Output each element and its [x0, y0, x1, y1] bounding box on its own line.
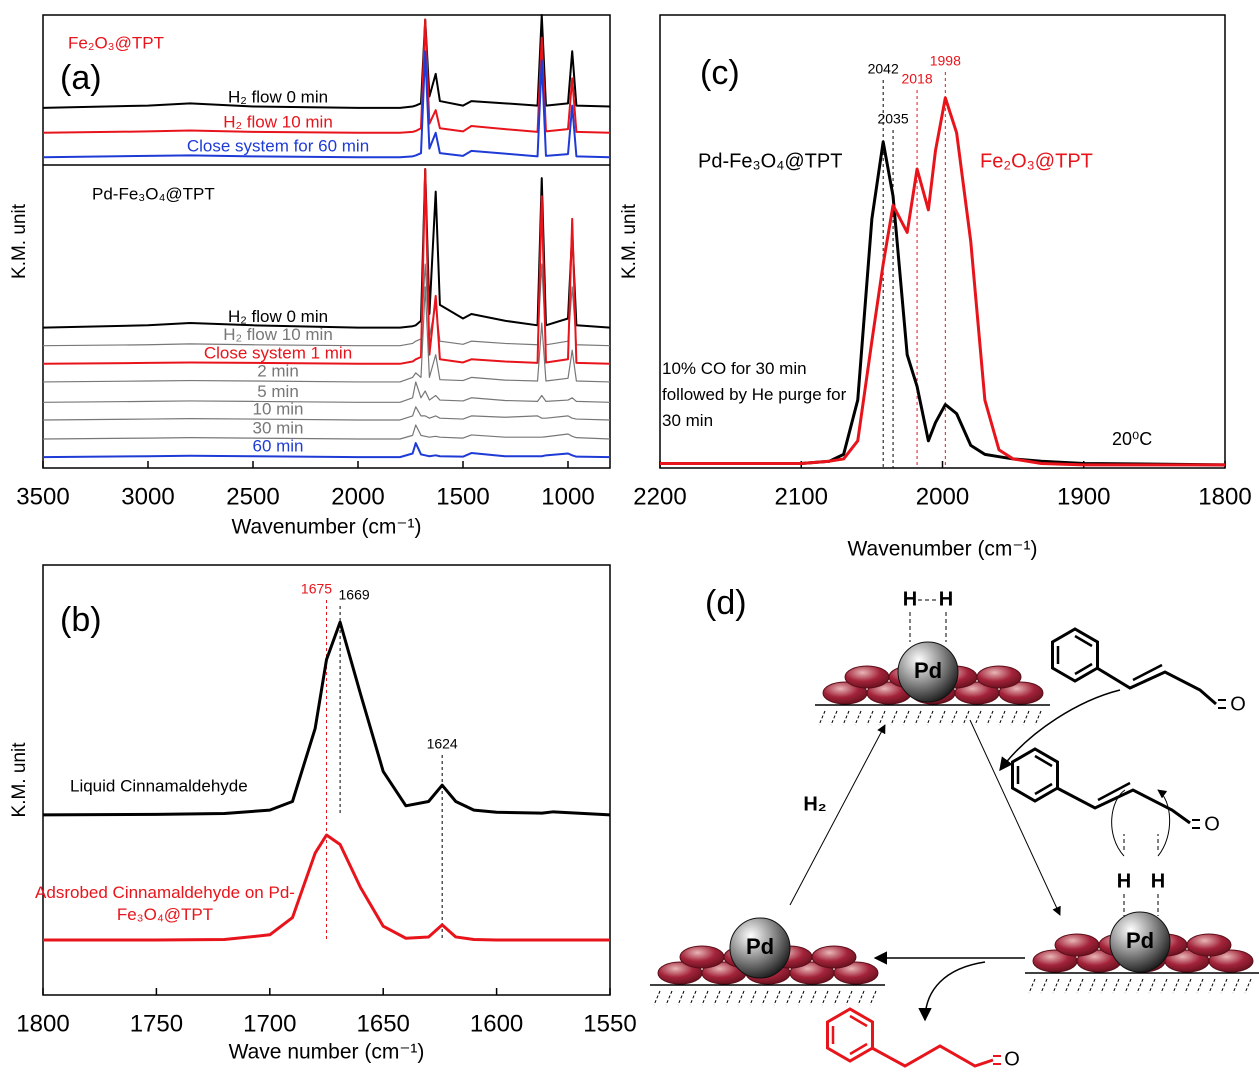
h-bond [909, 599, 947, 642]
h-atom: H [1117, 870, 1131, 892]
annotation: Pd-Fe₃O₄@TPT [92, 184, 215, 203]
x-tick-label: 3000 [121, 483, 174, 510]
x-tick-label: 2000 [331, 483, 384, 510]
oxygen: O [1230, 693, 1246, 715]
pd-particle [897, 641, 959, 703]
annotation: Fe₂O₃@TPT [68, 33, 164, 52]
peak-label: 2018 [901, 71, 932, 87]
spectrum-line [42, 168, 611, 365]
x-tick-label: 2000 [916, 483, 969, 510]
spectrum-line [42, 286, 611, 383]
series-label: Fe₂O₃@TPT [980, 150, 1093, 172]
x-tick-label: 1550 [583, 1010, 636, 1037]
h-bond [1123, 834, 1159, 916]
panel-label: (b) [60, 601, 102, 639]
spectrum-line [660, 140, 1226, 467]
x-tick-label: 1650 [357, 1010, 410, 1037]
peak-label: 1624 [427, 736, 458, 752]
hydrocinnamaldehyde [826, 1007, 1001, 1068]
pd-label: Pd [746, 934, 774, 959]
y-axis-label: K.M. unit [9, 742, 30, 818]
x-axis-label: Wavenumber (cm⁻¹) [848, 538, 1038, 561]
x-axis-label: Wave number (cm⁻¹) [229, 1041, 425, 1064]
arrow [999, 689, 1121, 772]
x-tick-label: 3500 [16, 483, 69, 510]
plot-frame [42, 14, 611, 469]
oxygen: O [1004, 1048, 1020, 1070]
x-tick-label: 1600 [470, 1010, 523, 1037]
series-label: H₂ flow 0 min [228, 87, 328, 106]
arrow [789, 724, 886, 906]
x-tick-label: 2200 [633, 483, 686, 510]
annotation: 20⁰C [1112, 429, 1152, 449]
peak-label: 2035 [877, 111, 908, 127]
spectrum-line [42, 442, 611, 459]
series-label: Pd-Fe₃O₄@TPT [698, 150, 842, 172]
panel-label: (d) [705, 584, 747, 622]
spectrum-line [42, 50, 611, 159]
pd-particle [729, 917, 791, 979]
peak-label: 1998 [930, 53, 961, 69]
x-tick-label: 1750 [130, 1010, 183, 1037]
series-label: 60 min [252, 437, 303, 456]
h-atom: H [903, 588, 917, 610]
series-label: H₂ flow 10 min [223, 325, 333, 344]
peak-label: 2042 [868, 61, 899, 77]
h-atom: H [939, 588, 953, 610]
pd-particle [1109, 911, 1171, 973]
h2-label: H₂ [803, 793, 826, 815]
series-label: H₂ flow 0 min [228, 307, 328, 326]
series-label: 10 min [252, 399, 303, 418]
panel-label: (a) [60, 59, 102, 97]
x-axis-label: Wavenumber (cm⁻¹) [232, 516, 422, 539]
x-tick-label: 1700 [243, 1010, 296, 1037]
spectrum-line [42, 14, 611, 109]
series-label: Liquid Cinnamaldehyde [70, 776, 248, 795]
h-atom: H [1151, 870, 1165, 892]
series-label: Close system 1 min [204, 343, 352, 362]
x-tick-label: 2100 [775, 483, 828, 510]
x-tick-label: 1500 [436, 483, 489, 510]
x-tick-label: 1800 [1198, 483, 1251, 510]
peak-label: 1669 [339, 587, 370, 603]
spectrum-line [42, 424, 611, 440]
spectrum-line [42, 406, 611, 421]
pd-label: Pd [1126, 928, 1154, 953]
adsorbed-cinnamaldehyde [1011, 747, 1200, 829]
y-axis-label: K.M. unit [9, 203, 30, 279]
spectrum-line [42, 381, 611, 403]
peak-label: 1675 [301, 581, 332, 597]
spectrum-line [43, 833, 610, 942]
series-label: 30 min [252, 418, 303, 437]
oxygen: O [1204, 813, 1220, 835]
series-label: 5 min [257, 382, 299, 401]
series-label: H₂ flow 10 min [223, 112, 333, 131]
spectrum-line [42, 168, 611, 329]
series-label: Adsrobed Cinnamaldehyde on Pd-Fe₃O₄@TPT [35, 883, 295, 924]
x-tick-label: 1800 [16, 1010, 69, 1037]
spectrum-line [42, 18, 611, 134]
pd-label: Pd [914, 658, 942, 683]
arrow [918, 961, 986, 1022]
series-label: 2 min [257, 361, 299, 380]
x-tick-label: 1900 [1057, 483, 1110, 510]
x-tick-label: 2500 [226, 483, 279, 510]
series-label: Close system for 60 min [187, 137, 369, 156]
y-axis-label: K.M. unit [619, 203, 640, 279]
cinnamaldehyde [1051, 627, 1226, 709]
spectrum-line [660, 96, 1225, 467]
spectrum-line [42, 620, 611, 817]
h-transfer-arrow [1111, 790, 1171, 857]
arrow [969, 719, 1061, 916]
panel-label: (c) [700, 54, 740, 92]
plot-frame [42, 564, 611, 996]
annotation: 10% CO for 30 min followed by He purge f… [662, 359, 847, 430]
x-tick-label: 1000 [541, 483, 594, 510]
